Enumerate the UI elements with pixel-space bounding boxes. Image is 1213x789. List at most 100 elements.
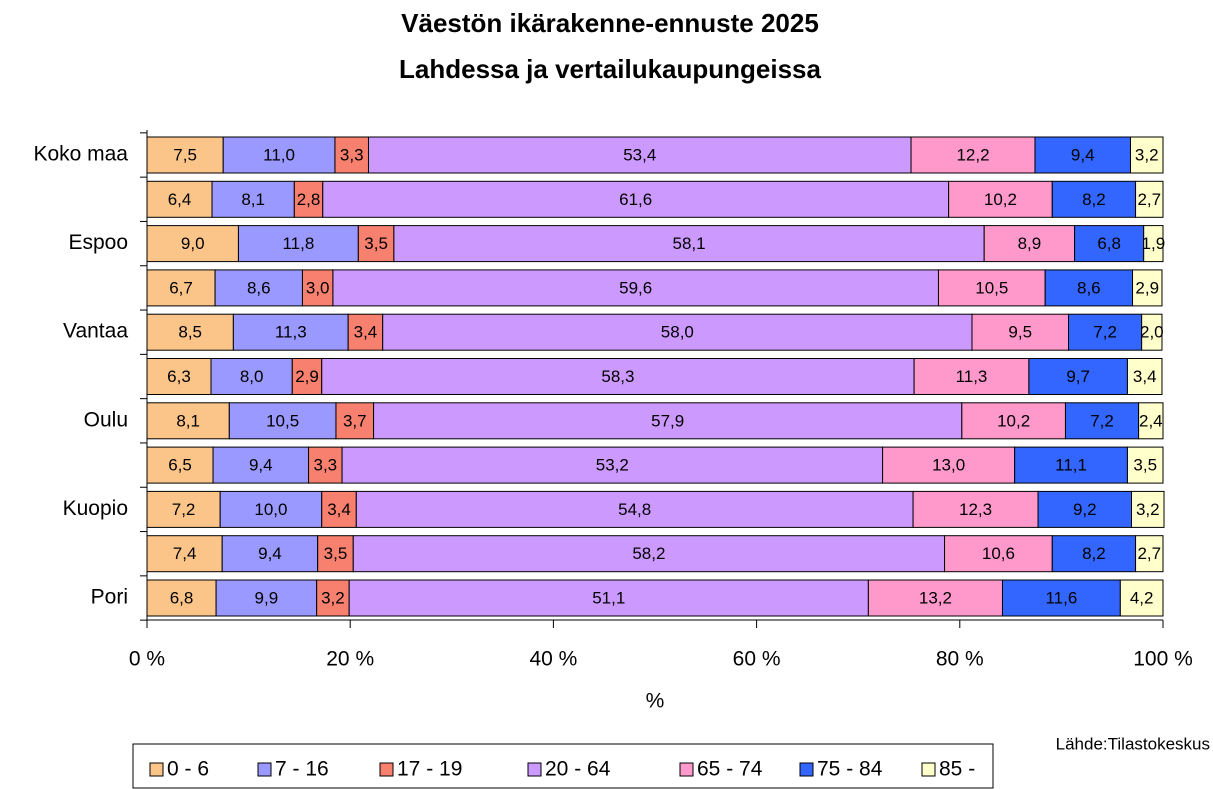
value-label: 8,2 xyxy=(1082,544,1106,563)
value-label: 11,0 xyxy=(263,145,295,164)
bar-segment xyxy=(211,180,295,218)
value-label: 3,2 xyxy=(321,588,345,607)
value-label: 61,6 xyxy=(619,190,652,209)
value-label: 6,8 xyxy=(170,588,194,607)
bar-segment xyxy=(882,446,1016,484)
bar-segment xyxy=(961,402,1066,440)
bar-segment xyxy=(146,446,214,484)
bar-segment xyxy=(983,225,1076,263)
value-label: 10,2 xyxy=(997,411,1030,430)
bar-segment xyxy=(1037,490,1133,528)
legend-label: 7 - 16 xyxy=(275,758,329,781)
bar-segment xyxy=(1044,269,1134,307)
value-label: 3,4 xyxy=(354,323,378,342)
bar-segment xyxy=(393,225,985,263)
x-tick-label: 40 % xyxy=(529,648,577,671)
bar-segment xyxy=(1001,579,1121,617)
value-label: 10,5 xyxy=(266,411,299,430)
value-label: 6,4 xyxy=(168,190,192,209)
bar-segment xyxy=(232,313,349,351)
bar-segment xyxy=(1068,313,1143,351)
value-label: 58,3 xyxy=(601,367,634,386)
bar-segment xyxy=(1129,136,1164,174)
bar-segment xyxy=(1119,579,1164,617)
value-label: 11,8 xyxy=(282,234,314,253)
bar-segment xyxy=(301,269,334,307)
value-label: 7,4 xyxy=(173,544,197,563)
bar-segment xyxy=(214,269,303,307)
value-label: 7,2 xyxy=(1090,411,1114,430)
bar-segment xyxy=(341,446,884,484)
value-label: 1,9 xyxy=(1142,234,1166,253)
legend-label: 20 - 64 xyxy=(545,758,611,781)
legend-swatch xyxy=(149,762,164,777)
x-axis-label: % xyxy=(646,690,665,713)
legend-label: 0 - 6 xyxy=(167,758,209,781)
bar-segment xyxy=(912,490,1039,528)
value-label: 57,9 xyxy=(651,411,684,430)
y-tick-label: Vantaa xyxy=(63,320,128,343)
bar-segment xyxy=(367,136,912,174)
value-label: 3,0 xyxy=(306,278,330,297)
legend-swatch xyxy=(379,762,394,777)
value-label: 3,4 xyxy=(327,500,351,519)
bar-segment xyxy=(1064,402,1140,440)
bar-segment xyxy=(357,225,395,263)
bar-segment xyxy=(316,579,350,617)
value-label: 3,5 xyxy=(364,234,388,253)
value-label: 10,5 xyxy=(975,278,1008,297)
value-label: 53,4 xyxy=(623,145,656,164)
value-label: 3,2 xyxy=(1136,500,1160,519)
value-label: 8,0 xyxy=(240,367,264,386)
y-tick-label: Oulu xyxy=(84,408,128,431)
legend-swatch xyxy=(257,762,272,777)
value-label: 2,8 xyxy=(297,190,321,209)
value-label: 3,3 xyxy=(340,145,364,164)
legend-label: 75 - 84 xyxy=(817,758,883,781)
chart-subtitle: Lahdessa ja vertailukaupungeissa xyxy=(399,54,821,84)
value-label: 11,3 xyxy=(275,323,307,342)
bar-segment xyxy=(321,358,915,395)
bar-segment xyxy=(222,136,336,174)
x-tick-label: 80 % xyxy=(936,648,984,671)
value-label: 8,5 xyxy=(178,323,202,342)
value-label: 3,7 xyxy=(343,411,367,430)
legend-swatch xyxy=(679,762,694,777)
bar-segment xyxy=(1132,269,1163,307)
bar-segment xyxy=(221,535,319,573)
value-label: 51,1 xyxy=(592,588,625,607)
value-label: 58,0 xyxy=(661,323,694,342)
y-tick-label: Kuopio xyxy=(63,497,128,520)
value-label: 6,3 xyxy=(167,367,191,386)
value-label: 9,5 xyxy=(1008,323,1032,342)
bar-segment xyxy=(291,358,323,395)
value-label: 7,5 xyxy=(173,145,197,164)
legend-swatch xyxy=(921,762,936,777)
value-label: 9,4 xyxy=(249,456,273,475)
value-label: 3,2 xyxy=(1135,145,1159,164)
value-label: 7,2 xyxy=(1093,323,1117,342)
value-label: 6,7 xyxy=(169,278,193,297)
value-label: 3,4 xyxy=(1133,367,1157,386)
bar-segment xyxy=(322,180,950,218)
value-label: 8,6 xyxy=(1077,278,1101,297)
value-label: 59,6 xyxy=(619,278,652,297)
bar-segment xyxy=(373,402,963,440)
value-label: 8,1 xyxy=(176,411,200,430)
value-label: 2,9 xyxy=(295,367,319,386)
value-label: 11,1 xyxy=(1055,456,1087,475)
legend-label: 65 - 74 xyxy=(697,758,763,781)
bar-segment xyxy=(334,136,369,174)
bar-segment xyxy=(1135,535,1164,573)
value-label: 10,0 xyxy=(254,500,287,519)
bar-segment xyxy=(1074,225,1145,263)
value-label: 12,2 xyxy=(956,145,989,164)
bar-segment xyxy=(352,535,946,573)
bar-segment xyxy=(1138,402,1164,440)
bar-segment xyxy=(228,402,337,440)
x-tick-label: 0 % xyxy=(129,648,165,671)
bar-segment xyxy=(944,535,1053,573)
value-label: 10,6 xyxy=(982,544,1015,563)
value-label: 54,8 xyxy=(618,500,651,519)
